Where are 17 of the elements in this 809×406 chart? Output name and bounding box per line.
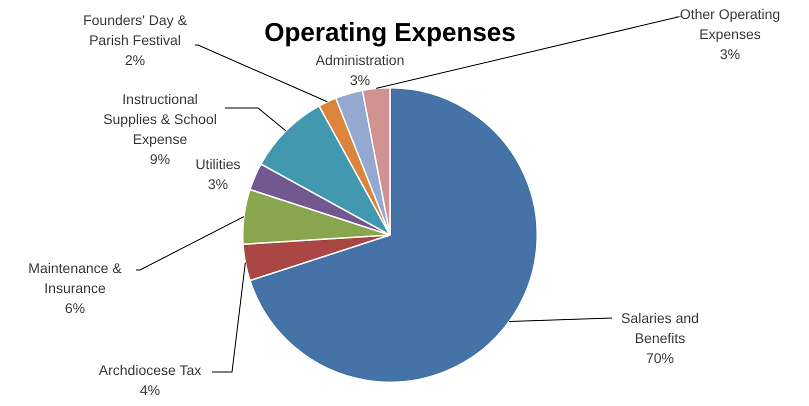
data-label: 70% [646,350,674,366]
data-label: 3% [350,72,370,88]
data-label: 4% [140,382,160,398]
data-label: 9% [150,150,170,167]
slice-label: Other Operating Expenses [680,6,780,42]
data-label: 3% [720,46,740,62]
slice-label: Archdiocese Tax [98,362,202,378]
slice-label: Salaries and Benefits [621,310,699,346]
slice-label: Founders' Day & Parish Festival [83,12,188,48]
slice-label: Maintenance & Insurance [28,260,122,296]
slice-label: Administration [316,52,404,68]
slice-label: Instructional Supplies & School Expense [103,90,217,147]
chart-title: Operating Expenses [264,17,516,48]
data-label: 3% [208,176,228,192]
data-label: 6% [64,300,86,316]
data-label: 2% [124,52,146,68]
slice-label: Utilities [195,156,241,172]
